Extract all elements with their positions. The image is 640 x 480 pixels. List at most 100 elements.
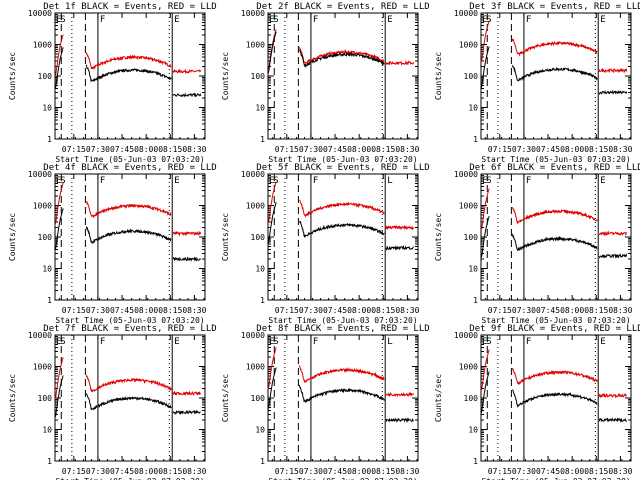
x-tick-label: 07:45: [536, 306, 560, 315]
x-tick-label: 08:15: [584, 145, 608, 154]
x-tick-label: 07:45: [323, 467, 347, 476]
detector-panel-3: Det 3f BLACK = Events, RED = LLD 1 10 100 10…: [434, 2, 640, 164]
x-tick-label: 08:30: [608, 306, 632, 315]
series-line-events-main: [298, 49, 385, 69]
y-axis-label: Counts/sec: [434, 374, 443, 422]
series-line-events-rise: [480, 371, 490, 414]
series-line-events-main: [85, 226, 172, 245]
marker-label: S: [486, 176, 491, 186]
y-axis-label: Counts/sec: [434, 213, 443, 261]
y-tick-label: 10000: [241, 9, 265, 18]
series-line-events-main: [512, 389, 598, 408]
series-line-events-tail: [598, 417, 627, 423]
panel-title: Det 1f BLACK = Events, RED = LLD: [43, 2, 216, 12]
x-tick-label: 08:15: [158, 145, 182, 154]
y-tick-label: 10000: [28, 170, 52, 179]
series-line-lld-main: [298, 47, 385, 65]
x-tick-label: 08:30: [395, 467, 419, 476]
series-line-lld-main: [299, 199, 385, 218]
marker-label: S: [273, 15, 278, 25]
marker-label: F: [100, 176, 105, 186]
y-tick-label: 10: [42, 265, 52, 274]
series-line-events-rise: [267, 367, 277, 410]
x-axis-label: Start Time (05-Jun-03 07:03:20): [481, 316, 630, 325]
y-axis-label: Counts/sec: [8, 52, 17, 100]
panel-title: Det 5f BLACK = Events, RED = LLD: [256, 163, 429, 173]
series-line-lld-main: [85, 374, 172, 393]
series-line-lld-main: [511, 207, 598, 225]
x-tick-label: 07:30: [512, 145, 536, 154]
marker-label: S: [486, 15, 491, 25]
x-tick-label: 07:45: [110, 467, 134, 476]
series-line-lld-tail: [385, 391, 415, 398]
panel-title: Det 4f BLACK = Events, RED = LLD: [43, 163, 216, 173]
x-tick-label: 07:15: [62, 306, 86, 315]
plot-frame: [480, 12, 632, 140]
series-line-lld-tail: [172, 68, 202, 75]
marker-label: F: [313, 176, 318, 186]
x-tick-label: 07:15: [62, 467, 86, 476]
series-line-events-rise: [54, 208, 64, 251]
series-line-lld-rise: [54, 357, 64, 400]
x-tick-label: 07:45: [536, 467, 560, 476]
y-axis-label: Counts/sec: [8, 374, 17, 422]
panel-title: Det 8f BLACK = Events, RED = LLD: [256, 324, 429, 334]
series-line-events-main: [299, 220, 385, 239]
x-tick-label: 08:30: [182, 306, 206, 315]
x-axis-label: Start Time (05-Jun-03 07:03:20): [268, 316, 417, 325]
series-line-events-main: [511, 65, 598, 82]
marker-label: E: [600, 15, 605, 25]
x-tick-label: 08:00: [134, 467, 158, 476]
marker-label: S: [273, 337, 278, 347]
x-tick-label: 07:30: [512, 306, 536, 315]
x-tick-label: 07:15: [275, 467, 299, 476]
marker-label: E: [174, 176, 179, 186]
x-tick-label: 07:15: [488, 306, 512, 315]
series-line-lld-rise: [267, 181, 277, 224]
x-tick-label: 07:45: [536, 145, 560, 154]
detector-panel-1: Det 1f BLACK = Events, RED = LLD 1 10 100 10…: [8, 2, 217, 164]
marker-label: E: [600, 337, 605, 347]
marker-label: E: [56, 176, 61, 186]
y-tick-label: 10000: [241, 331, 265, 340]
marker-label: F: [313, 15, 318, 25]
x-tick-label: 08:00: [347, 467, 371, 476]
y-tick-label: 10: [468, 265, 478, 274]
series-line-events-tail: [172, 256, 202, 262]
y-tick-label: 100: [251, 394, 266, 403]
y-axis-label: Counts/sec: [221, 52, 230, 100]
series-line-events-main: [298, 384, 385, 403]
y-tick-label: 1000: [33, 202, 52, 211]
marker-label: E: [269, 337, 274, 347]
x-tick-label: 07:30: [86, 467, 110, 476]
x-tick-label: 07:15: [275, 306, 299, 315]
series-line-events-rise: [480, 46, 490, 89]
series-line-events-tail: [172, 92, 202, 98]
x-tick-label: 08:30: [608, 467, 632, 476]
x-tick-label: 08:30: [395, 306, 419, 315]
series-line-lld-tail: [385, 224, 415, 231]
x-tick-label: 07:30: [299, 306, 323, 315]
series-line-lld-rise: [480, 20, 490, 63]
detector-panel-9: Det 9f BLACK = Events, RED = LLD 1 10 100 10…: [434, 324, 640, 480]
x-tick-label: 08:15: [371, 306, 395, 315]
series-line-lld-tail: [598, 230, 628, 237]
y-tick-label: 100: [464, 72, 479, 81]
y-tick-label: 10: [255, 426, 265, 435]
marker-label: S: [60, 176, 65, 186]
x-axis-label: Start Time (05-Jun-03 07:03:20): [481, 477, 630, 480]
y-tick-label: 100: [464, 394, 479, 403]
marker-label: E: [600, 176, 605, 186]
series-line-events-rise: [267, 31, 277, 74]
y-tick-label: 1: [473, 135, 478, 144]
marker-label: E: [174, 337, 179, 347]
y-tick-label: 1: [260, 135, 265, 144]
y-tick-label: 1: [47, 457, 52, 466]
series-line-events-main: [85, 64, 172, 83]
series-line-lld-rise: [480, 188, 490, 231]
series-line-lld-main: [511, 37, 598, 57]
series-line-events-tail: [385, 417, 414, 423]
y-tick-label: 100: [38, 72, 53, 81]
series-line-lld-main: [85, 52, 172, 70]
x-tick-label: 07:45: [323, 145, 347, 154]
